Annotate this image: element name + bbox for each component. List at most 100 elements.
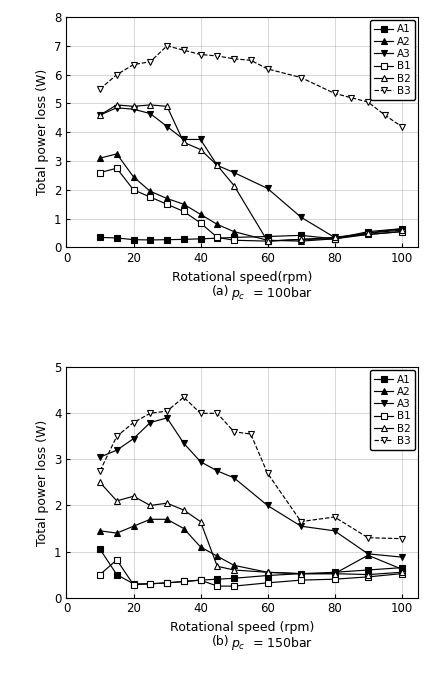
B2: [399, 226, 404, 234]
A3: [214, 466, 220, 475]
B1: [214, 582, 220, 590]
B2: [265, 237, 270, 245]
B2: [148, 501, 153, 510]
A3: [181, 439, 186, 447]
A2: [114, 150, 119, 158]
B2: [114, 497, 119, 505]
B1: [198, 576, 203, 584]
B2: [265, 568, 270, 576]
B3: [265, 469, 270, 477]
A2: [231, 561, 236, 570]
A1: [164, 579, 169, 587]
B2: [214, 562, 220, 570]
A1: [181, 235, 186, 243]
B1: [131, 186, 136, 194]
A1: [366, 566, 371, 574]
B3: [164, 42, 169, 50]
X-axis label: Rotational speed(rpm): Rotational speed(rpm): [172, 271, 313, 284]
B1: [198, 219, 203, 227]
A2: [181, 200, 186, 208]
A2: [265, 236, 270, 245]
B1: [164, 579, 169, 587]
B2: [332, 234, 337, 242]
B2: [164, 102, 169, 111]
B1: [131, 581, 136, 589]
Line: B3: B3: [97, 394, 404, 542]
A3: [97, 453, 103, 461]
A1: [181, 577, 186, 585]
B3: [366, 98, 371, 106]
B2: [181, 506, 186, 514]
A1: [148, 580, 153, 588]
A2: [97, 527, 103, 535]
A2: [164, 515, 169, 523]
A2: [148, 187, 153, 195]
A2: [231, 227, 236, 236]
B2: [148, 101, 153, 109]
B1: [181, 208, 186, 216]
A3: [131, 105, 136, 113]
B3: [332, 513, 337, 521]
B3: [299, 74, 304, 82]
B1: [114, 164, 119, 172]
A1: [214, 575, 220, 583]
Line: A2: A2: [97, 151, 404, 244]
A3: [97, 111, 103, 119]
Text: $p_c$  = 100bar: $p_c$ = 100bar: [231, 285, 314, 302]
B3: [114, 70, 119, 79]
B3: [382, 111, 387, 119]
B2: [198, 145, 203, 154]
A1: [265, 232, 270, 240]
B3: [399, 535, 404, 543]
B2: [198, 518, 203, 526]
B1: [231, 236, 236, 245]
B1: [265, 237, 270, 245]
Line: A1: A1: [97, 546, 404, 587]
Legend: A1, A2, A3, B1, B2, B3: A1, A2, A3, B1, B2, B3: [370, 20, 415, 100]
B3: [299, 518, 304, 526]
B2: [366, 570, 371, 579]
A1: [299, 232, 304, 240]
A3: [198, 458, 203, 466]
B3: [198, 409, 203, 417]
A3: [164, 122, 169, 130]
A2: [131, 173, 136, 181]
B3: [97, 466, 103, 475]
A2: [399, 565, 404, 573]
X-axis label: Rotational speed (rpm): Rotational speed (rpm): [170, 621, 314, 634]
B1: [97, 169, 103, 177]
A2: [198, 543, 203, 551]
A2: [198, 210, 203, 219]
A2: [299, 570, 304, 578]
Line: A1: A1: [97, 226, 404, 242]
A1: [114, 570, 119, 579]
A3: [114, 446, 119, 454]
B3: [148, 409, 153, 417]
Line: A3: A3: [97, 415, 404, 560]
B1: [231, 582, 236, 590]
A1: [198, 576, 203, 584]
Text: (b): (b): [212, 635, 230, 648]
A1: [332, 235, 337, 243]
A3: [114, 104, 119, 112]
Y-axis label: Total power loss (W): Total power loss (W): [36, 69, 48, 195]
B1: [214, 234, 220, 242]
A1: [231, 574, 236, 583]
Text: $p_c$  = 150bar: $p_c$ = 150bar: [231, 635, 314, 652]
B3: [248, 430, 254, 438]
A3: [332, 527, 337, 535]
A1: [131, 236, 136, 244]
A2: [299, 237, 304, 245]
B2: [231, 182, 236, 190]
B3: [164, 407, 169, 415]
A3: [181, 135, 186, 143]
A1: [198, 235, 203, 243]
B2: [131, 102, 136, 111]
B1: [148, 193, 153, 201]
B2: [131, 492, 136, 501]
B3: [97, 85, 103, 93]
B3: [181, 393, 186, 402]
B1: [299, 235, 304, 243]
B3: [231, 55, 236, 63]
A1: [399, 563, 404, 572]
